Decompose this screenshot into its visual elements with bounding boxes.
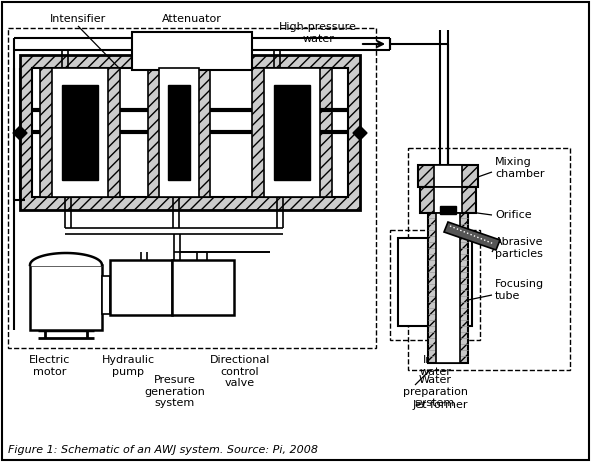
Polygon shape [13, 126, 27, 140]
Text: Mixing
chamber: Mixing chamber [495, 157, 544, 179]
Bar [62, 85, 98, 180]
Bar [434, 187, 462, 213]
Bar [428, 213, 468, 363]
Text: Inlet
water: Inlet water [419, 355, 451, 377]
Bar [40, 68, 120, 197]
Bar [32, 68, 348, 197]
Bar [110, 260, 172, 315]
Bar [102, 276, 110, 314]
Polygon shape [353, 126, 367, 140]
Bar [20, 55, 360, 210]
Text: Electric
motor: Electric motor [30, 355, 71, 377]
Bar [274, 85, 310, 180]
Bar [252, 68, 332, 197]
Bar [30, 265, 102, 330]
Bar [434, 165, 462, 187]
Text: Presure
generation
system: Presure generation system [145, 375, 206, 408]
Bar [168, 85, 190, 180]
Text: Abrasive
particles: Abrasive particles [495, 237, 544, 259]
Bar [420, 187, 476, 213]
Bar [8, 28, 376, 348]
Bar [159, 68, 199, 197]
Text: High-pressure
water: High-pressure water [279, 22, 357, 43]
Bar [132, 32, 252, 70]
Bar [264, 68, 320, 197]
Bar [390, 230, 480, 340]
Text: Attenuator: Attenuator [162, 14, 222, 24]
Bar [418, 165, 478, 187]
Text: Intensifier: Intensifier [50, 14, 106, 24]
Text: Water
preparation
system: Water preparation system [402, 375, 467, 408]
Bar [436, 213, 460, 363]
Text: Hydraulic
pump: Hydraulic pump [102, 355, 155, 377]
Bar [172, 260, 234, 315]
Text: Directional
control
valve: Directional control valve [210, 355, 270, 388]
Text: Figure 1: Schematic of an AWJ system. Source: Pi, 2008: Figure 1: Schematic of an AWJ system. So… [8, 445, 318, 455]
Text: Orifice: Orifice [495, 210, 532, 220]
Bar [148, 68, 210, 197]
Bar [408, 148, 570, 370]
Polygon shape [444, 222, 500, 250]
Text: Focusing
tube: Focusing tube [495, 279, 544, 301]
Bar [398, 238, 472, 326]
Text: Jet former: Jet former [413, 400, 467, 410]
Bar [52, 68, 108, 197]
Bar [440, 206, 456, 214]
